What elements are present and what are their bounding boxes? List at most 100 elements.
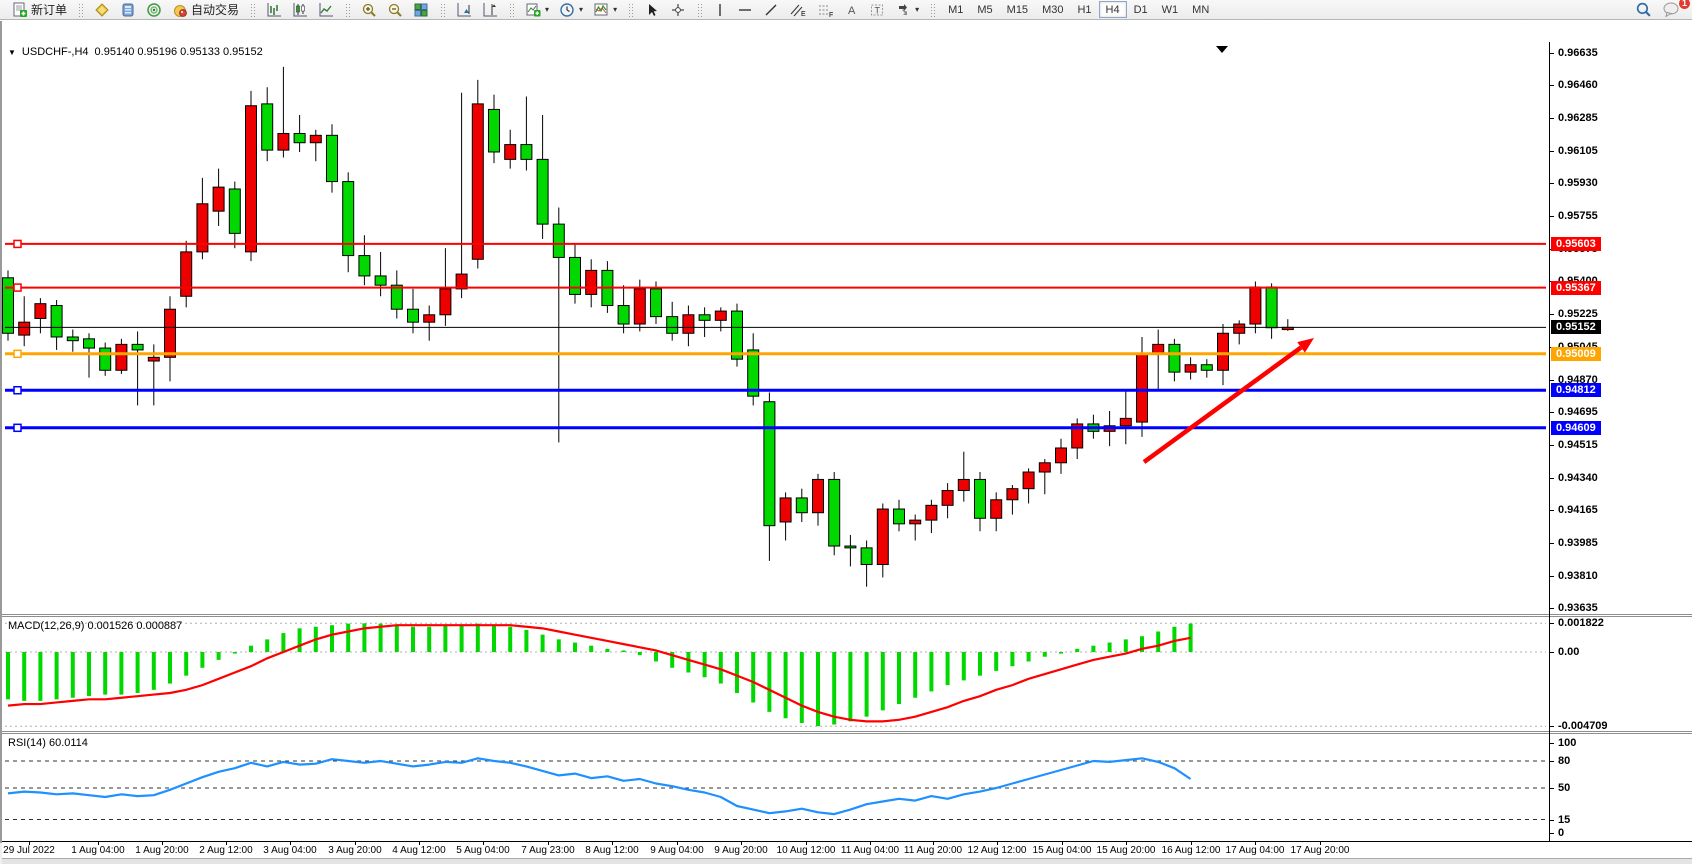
zoom-in-icon xyxy=(362,3,376,17)
chart-shift-marker[interactable] xyxy=(1216,46,1228,53)
rsi-tick-label: 0 xyxy=(1558,827,1565,839)
line-chart-button[interactable] xyxy=(313,1,339,19)
candle-up xyxy=(1233,323,1246,334)
timeframe-button-m5[interactable]: M5 xyxy=(977,3,993,16)
text-label-tool-button[interactable]: T xyxy=(864,1,890,19)
panel-divider[interactable] xyxy=(2,731,1692,734)
candle-up xyxy=(1136,353,1148,423)
tile-windows-button[interactable] xyxy=(408,1,434,19)
price-tick xyxy=(1549,509,1554,511)
autotrading-button[interactable]: 自动交易 xyxy=(167,1,244,19)
chart-shift-button[interactable] xyxy=(477,1,503,19)
rsi-tick-label: 80 xyxy=(1558,755,1571,767)
market-watch-icon xyxy=(95,2,109,17)
period-clock-icon xyxy=(560,2,574,17)
price-tick xyxy=(1549,379,1554,381)
price-tick xyxy=(1549,215,1554,217)
line-anchor-handle[interactable] xyxy=(13,423,22,433)
cursor-tool-button[interactable] xyxy=(639,1,665,19)
candle-down xyxy=(536,158,549,225)
arrange-a-icon xyxy=(457,2,472,16)
price-tick-label: 0.93985 xyxy=(1558,537,1598,550)
timeframe-button-m30[interactable]: M30 xyxy=(1042,3,1064,16)
candlestick-chart-button[interactable] xyxy=(287,1,313,19)
price-line-badge: 0.94812 xyxy=(1551,383,1601,398)
timeframe-button-h1[interactable]: H1 xyxy=(1077,3,1092,16)
zoom-in-button[interactable] xyxy=(356,1,382,19)
price-line-badge: 0.95367 xyxy=(1551,280,1601,295)
panel-divider[interactable] xyxy=(2,614,1692,617)
toolbar-grip xyxy=(345,2,351,17)
navigator-button[interactable] xyxy=(141,1,167,19)
zoom-out-button[interactable] xyxy=(382,1,408,19)
fibonacci-tool-button[interactable]: F xyxy=(812,1,840,19)
candle-up xyxy=(34,303,47,319)
timeframe-button-m1[interactable]: M1 xyxy=(948,3,964,16)
timeframe-button-w1[interactable]: W1 xyxy=(1161,3,1179,16)
line-anchor-handle[interactable] xyxy=(13,283,22,292)
candle-down xyxy=(374,275,387,286)
candle-down xyxy=(763,401,776,527)
main-price-chart[interactable] xyxy=(2,42,1692,614)
data-window-button[interactable] xyxy=(115,1,141,19)
channel-tool-button[interactable]: E xyxy=(784,1,812,19)
dropdown-caret: ▾ xyxy=(545,5,550,14)
macd-tick-label: -0.004709 xyxy=(1558,720,1608,733)
candles-layer xyxy=(2,66,1294,587)
text-icon: A xyxy=(848,5,856,17)
price-tick xyxy=(1549,151,1554,153)
market-watch-button[interactable] xyxy=(89,1,115,19)
candle-down xyxy=(569,256,581,295)
horizontal-line-tool-button[interactable] xyxy=(732,1,758,19)
text-tool-button[interactable]: A xyxy=(840,1,864,19)
new-chart-button[interactable]: ▾ xyxy=(520,1,554,19)
price-tick xyxy=(1549,575,1554,577)
rsi-tick xyxy=(1549,819,1554,821)
trend-arrow-line[interactable] xyxy=(1142,345,1303,464)
rsi-indicator-label: RSI(14) 60.0114 xyxy=(8,737,88,749)
notifications-button[interactable]: 1 xyxy=(1657,0,1690,19)
auto-scroll-button[interactable] xyxy=(451,1,477,19)
search-button[interactable] xyxy=(1630,1,1657,19)
vertical-line-tool-button[interactable] xyxy=(708,1,732,19)
macd-signal-line xyxy=(7,624,1191,723)
bar-chart-button[interactable] xyxy=(261,1,287,19)
crosshair-tool-button[interactable] xyxy=(665,1,691,19)
periods-button[interactable]: ▾ xyxy=(554,1,588,19)
timeframe-button-h4[interactable]: H4 xyxy=(1098,1,1127,18)
timeframe-button-d1[interactable]: D1 xyxy=(1133,3,1148,16)
time-axis[interactable]: 29 Jul 2022 1 Aug 04:00 1 Aug 20:00 2 Aug 1… xyxy=(2,841,1692,858)
candle-down xyxy=(1200,364,1213,371)
rsi-panel-chart[interactable] xyxy=(2,734,1692,841)
indicators-icon xyxy=(594,3,608,15)
svg-text:A: A xyxy=(848,5,856,17)
timeframe-button-m15[interactable]: M15 xyxy=(1006,3,1029,16)
candle-down xyxy=(131,343,144,351)
line-anchor-handle[interactable] xyxy=(13,386,22,395)
candle-down xyxy=(342,181,355,257)
indicators-button[interactable]: ▾ xyxy=(588,1,622,19)
tile-windows-icon xyxy=(414,3,428,16)
candle-up xyxy=(925,504,938,521)
candle-down xyxy=(1168,343,1181,373)
candle-down xyxy=(698,314,711,321)
time-label: 17 Aug 20:00 xyxy=(1290,845,1350,856)
candle-up xyxy=(309,134,322,144)
collapse-triangle-icon[interactable]: ▼ xyxy=(8,47,16,57)
candle-down xyxy=(666,316,679,334)
macd-panel-chart[interactable] xyxy=(2,618,1692,731)
price-tick xyxy=(1549,477,1554,479)
timeframe-button-mn[interactable]: MN xyxy=(1192,3,1210,16)
new-order-button[interactable]: 新订单 xyxy=(7,1,72,19)
line-anchor-handle[interactable] xyxy=(13,239,22,249)
line-anchor-handle[interactable] xyxy=(13,349,22,359)
arrows-tool-button[interactable]: ▾ xyxy=(890,1,924,19)
candle-down xyxy=(1265,286,1278,329)
trendline-tool-button[interactable] xyxy=(758,1,784,19)
navigator-icon xyxy=(147,2,161,17)
price-tick-label: 0.93810 xyxy=(1558,569,1598,582)
toolbar-grip xyxy=(440,2,446,17)
trend-arrow-head[interactable] xyxy=(1297,338,1314,353)
candle-up xyxy=(471,103,484,260)
candlestick-chart-icon xyxy=(293,2,308,16)
